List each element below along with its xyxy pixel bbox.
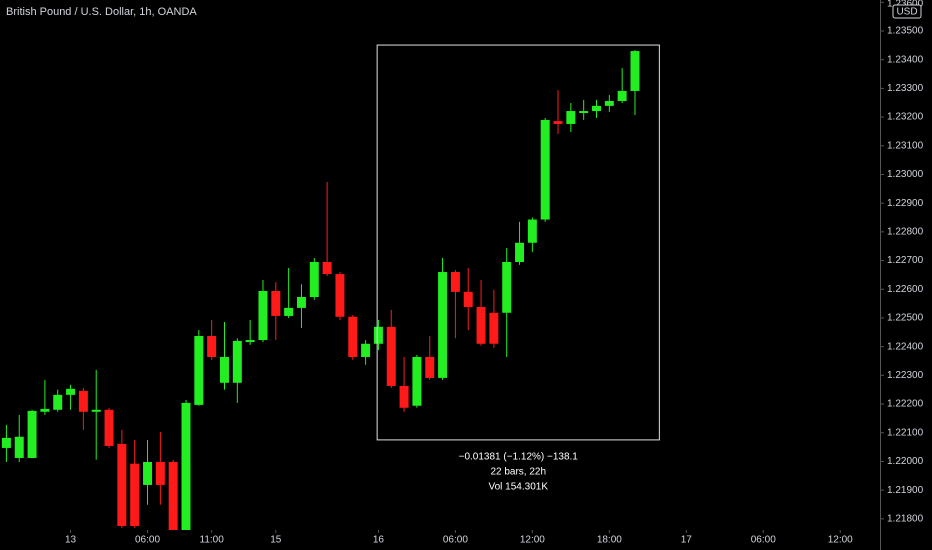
x-tick-label: 12:00: [828, 535, 853, 546]
candle-body: [463, 291, 473, 308]
candle-body: [502, 261, 512, 313]
candle-body: [91, 409, 101, 412]
candle-body: [181, 402, 191, 530]
candle-body: [566, 111, 576, 124]
candle-body: [40, 408, 50, 412]
y-tick-label: 1.22400: [887, 341, 924, 352]
candle-body: [104, 409, 114, 446]
x-tick-label: 11:00: [200, 535, 225, 546]
candle-body: [117, 443, 127, 526]
chart-title: British Pound / U.S. Dollar, 1h, OANDA: [6, 6, 197, 18]
y-tick-label: 1.21800: [887, 513, 924, 524]
candle-body: [14, 436, 24, 458]
candle-body: [168, 461, 178, 530]
x-tick-label: 13: [65, 535, 77, 546]
range-box: [376, 44, 660, 441]
candle-body: [604, 101, 614, 106]
y-tick-label: 1.22000: [887, 456, 924, 467]
candle-body: [155, 461, 165, 485]
y-tick-label: 1.22300: [887, 370, 924, 381]
candle-body: [515, 242, 525, 262]
x-tick-label: 06:00: [135, 535, 160, 546]
y-tick-label: 1.23000: [887, 169, 924, 180]
candle-body: [540, 119, 550, 220]
candle-body: [66, 388, 76, 395]
candle-body: [296, 296, 306, 308]
candle-body: [143, 461, 153, 485]
y-tick-label: 1.22800: [887, 226, 924, 237]
candle-body: [194, 336, 204, 405]
candle-body: [322, 261, 332, 275]
x-tick-label: 12:00: [520, 535, 545, 546]
candle-body: [399, 385, 409, 408]
candle-body: [450, 272, 460, 292]
candle-body: [386, 326, 396, 386]
candle-body: [438, 272, 448, 378]
candle-body: [579, 111, 589, 114]
candle-body: [309, 261, 319, 297]
candle-body: [78, 390, 88, 412]
candle-body: [53, 394, 63, 410]
x-tick-label: 17: [681, 535, 693, 546]
candle-body: [348, 316, 358, 357]
candle-body: [284, 307, 294, 316]
candle-body: [553, 121, 563, 124]
candle-body: [361, 343, 371, 357]
candle-body: [617, 90, 627, 102]
y-tick-label: 1.23200: [887, 112, 924, 123]
candle-body: [1, 437, 11, 448]
y-tick-label: 1.22900: [887, 198, 924, 209]
x-tick-label: 06:00: [443, 535, 468, 546]
y-tick-label: 1.23500: [887, 26, 924, 37]
y-tick-label: 1.22500: [887, 313, 924, 324]
currency-label: USD: [896, 7, 917, 18]
candle-body: [489, 312, 499, 344]
candle-body: [207, 336, 217, 357]
candle-body: [425, 356, 435, 378]
y-tick-label: 1.22600: [887, 284, 924, 295]
x-tick-label: 15: [270, 535, 282, 546]
candle-body: [335, 274, 345, 317]
candle-body: [130, 463, 140, 526]
y-tick-label: 1.21900: [887, 485, 924, 496]
candle-body: [630, 51, 640, 91]
candle-body: [373, 326, 383, 344]
candle-body: [232, 340, 242, 383]
candle-body: [476, 307, 486, 344]
candle-body: [245, 340, 255, 343]
range-info: 22 bars, 22h: [490, 467, 546, 478]
candle-body: [271, 290, 281, 316]
currency-badge: [892, 4, 922, 19]
y-tick-label: 1.22100: [887, 427, 924, 438]
x-tick-label: 06:00: [751, 535, 776, 546]
x-tick-label: 18:00: [597, 535, 622, 546]
y-tick-label: 1.22200: [887, 399, 924, 410]
candle-body: [592, 105, 601, 112]
range-info: −0.01381 (−1.12%) −138.1: [459, 452, 579, 463]
y-tick-label: 1.23100: [887, 140, 924, 151]
candle-body: [527, 219, 537, 243]
candle-body: [412, 356, 422, 406]
candle-body: [220, 356, 229, 383]
y-tick-label: 1.23400: [887, 54, 924, 65]
candle-body: [258, 290, 268, 341]
x-tick-label: 16: [373, 535, 385, 546]
y-tick-label: 1.22700: [887, 255, 924, 266]
range-info: Vol 154.301K: [489, 482, 549, 493]
candle-body: [27, 410, 37, 458]
y-tick-label: 1.23300: [887, 83, 924, 94]
